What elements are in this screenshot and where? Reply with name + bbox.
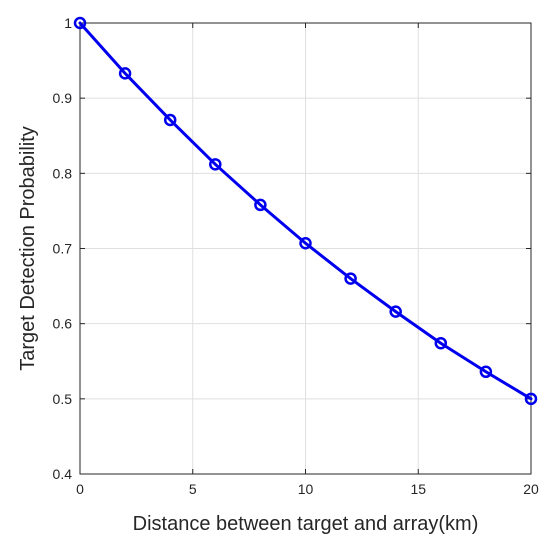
data-point: [118, 67, 132, 80]
y-tick-label: 1: [64, 15, 72, 31]
y-tick-label: 0.4: [53, 466, 73, 482]
x-tick-label: 0: [76, 481, 84, 497]
data-point: [209, 158, 222, 171]
axis-ticks: [79, 22, 532, 475]
data-point: [524, 392, 538, 406]
data-point: [299, 236, 312, 250]
tick-labels: 0 5 10 15 20 0.4 0.5 0.6 0.7 0.8 0.9 1: [53, 15, 539, 497]
data-point: [254, 198, 267, 212]
y-tick-label: 0.6: [53, 316, 73, 332]
y-tick-label: 0.7: [53, 241, 73, 257]
series-line: [78, 21, 533, 401]
series-layer: [73, 16, 538, 406]
y-tick-label: 0.9: [53, 90, 73, 106]
data-point: [163, 113, 177, 127]
data-point: [73, 16, 87, 30]
x-tick-label: 20: [523, 481, 539, 497]
y-tick-label: 0.8: [53, 165, 73, 181]
data-point: [389, 305, 402, 318]
y-axis-label: Target Detection Probability: [17, 126, 39, 371]
x-axis-label: Distance between target and array(km): [133, 513, 479, 535]
x-tick-label: 15: [410, 481, 426, 497]
data-point: [344, 272, 357, 285]
data-point: [479, 365, 493, 379]
x-tick-label: 10: [298, 481, 314, 497]
x-tick-label: 5: [189, 481, 197, 497]
data-point: [434, 336, 448, 350]
y-tick-label: 0.5: [53, 391, 73, 407]
